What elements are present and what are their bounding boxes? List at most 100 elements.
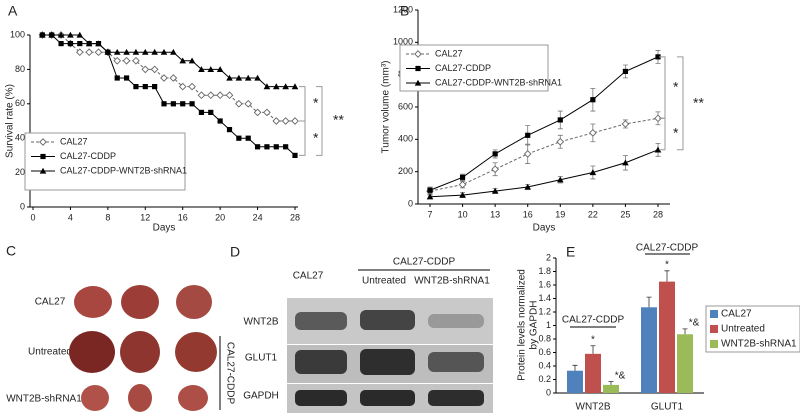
marker [426, 193, 434, 200]
row-label: CAL27 [35, 297, 66, 308]
annotation: * [665, 260, 669, 271]
marker [244, 74, 252, 81]
x-tick-label: 28 [290, 212, 300, 222]
legend-label: CAL27 [721, 309, 752, 320]
y-tick-label: 2 [546, 252, 551, 262]
marker [39, 31, 46, 38]
significance-bracket [316, 86, 323, 156]
marker [263, 108, 271, 117]
row-label: GAPDH [243, 391, 279, 402]
marker [39, 138, 47, 146]
legend-label: CAL27-CDDP-WNT2B-shRNA1 [435, 77, 562, 87]
x-tick-label: 10 [458, 209, 468, 219]
x-tick-label: 22 [588, 209, 598, 219]
y-axis-label: Tumor volume (mm³) [381, 61, 392, 154]
marker [85, 48, 93, 57]
line [429, 149, 659, 198]
legend-box [24, 132, 186, 191]
marker [525, 132, 531, 138]
marker [272, 83, 280, 90]
error-bar [664, 270, 670, 282]
x-tick-label: 25 [620, 209, 630, 219]
row-label: WNT2B [244, 317, 279, 328]
marker [414, 50, 422, 58]
marker [622, 159, 629, 166]
y-tick-label: 0.4 [538, 360, 551, 370]
marker [492, 151, 498, 157]
marker [655, 54, 661, 60]
marker [161, 101, 167, 107]
marker [76, 31, 84, 38]
y-tick-label: 400 [398, 134, 413, 144]
marker [524, 183, 532, 190]
marker [491, 187, 499, 194]
marker [556, 137, 565, 146]
y-axis-label: Survival rate (%) [5, 84, 16, 158]
marker [180, 101, 186, 107]
marker [123, 75, 130, 81]
marker [427, 187, 433, 193]
legend-box [705, 305, 800, 353]
marker [104, 48, 112, 55]
row-label: GLUT1 [245, 353, 278, 364]
marker [132, 48, 140, 55]
annotation: * [673, 125, 679, 141]
annotation: * [313, 95, 319, 111]
marker [40, 153, 46, 160]
marker [254, 74, 261, 81]
legend: CAL27 CAL27-CDDP CAL27-CDDP-WNT2B-shRNA1 [24, 132, 187, 191]
marker [253, 108, 262, 117]
error-bar [608, 381, 614, 385]
y-tick-label: 1.4 [538, 293, 551, 303]
marker [188, 82, 196, 91]
y-tick-label: 200 [398, 166, 413, 176]
panel-d: D CAL27 CAL27-CDDP Untreated WNT2B-shRNA… [230, 244, 493, 413]
legend-swatch [710, 340, 718, 348]
panel-label: D [230, 244, 240, 260]
panel-c: C CAL27 Untreated WNT2B-shRNA1 CAL27-CDD… [6, 243, 235, 412]
x-tick-label: 19 [555, 209, 565, 219]
annotation: ** [693, 95, 704, 111]
marker [133, 84, 139, 90]
marker [254, 144, 261, 150]
error-bar [682, 328, 688, 335]
marker [272, 117, 281, 125]
marker [142, 84, 148, 90]
marker [198, 66, 205, 72]
legend-label: WNT2B-shRNA1 [721, 339, 797, 350]
bar [603, 384, 619, 393]
legend-label: Untreated [721, 324, 765, 335]
annotation: CAL27-CDDP [636, 243, 699, 254]
marker [113, 48, 121, 55]
marker [245, 135, 251, 141]
x-tick-label: GLUT1 [651, 402, 684, 413]
y-tick-label: 20 [15, 167, 25, 177]
marker [67, 41, 74, 47]
marker [590, 97, 596, 103]
chart-panel: B020040060080010001200Tumor volume (mm³)… [381, 3, 705, 234]
marker [216, 91, 224, 100]
x-tick-label: 7 [427, 209, 432, 219]
legend-swatch [710, 325, 718, 333]
marker [654, 146, 662, 153]
legend: CAL27 Untreated WNT2B-shRNA1 [705, 305, 800, 353]
legend-label: CAL27-CDDP-WNT2B-shRNA1 [60, 165, 187, 175]
marker [150, 65, 159, 74]
marker [264, 144, 270, 150]
marker [208, 109, 214, 115]
marker [178, 82, 187, 91]
marker [57, 31, 65, 38]
marker [169, 74, 178, 82]
marker [67, 31, 74, 38]
tumor-photos [69, 285, 217, 412]
marker [244, 99, 253, 108]
marker [123, 48, 130, 55]
bar [659, 281, 675, 393]
row-label: WNT2B-shRNA1 [6, 394, 82, 405]
marker [458, 180, 467, 189]
annotation: *& [615, 371, 626, 382]
x-axis-label: Days [533, 223, 556, 234]
y-tick-label: 40 [15, 133, 25, 143]
